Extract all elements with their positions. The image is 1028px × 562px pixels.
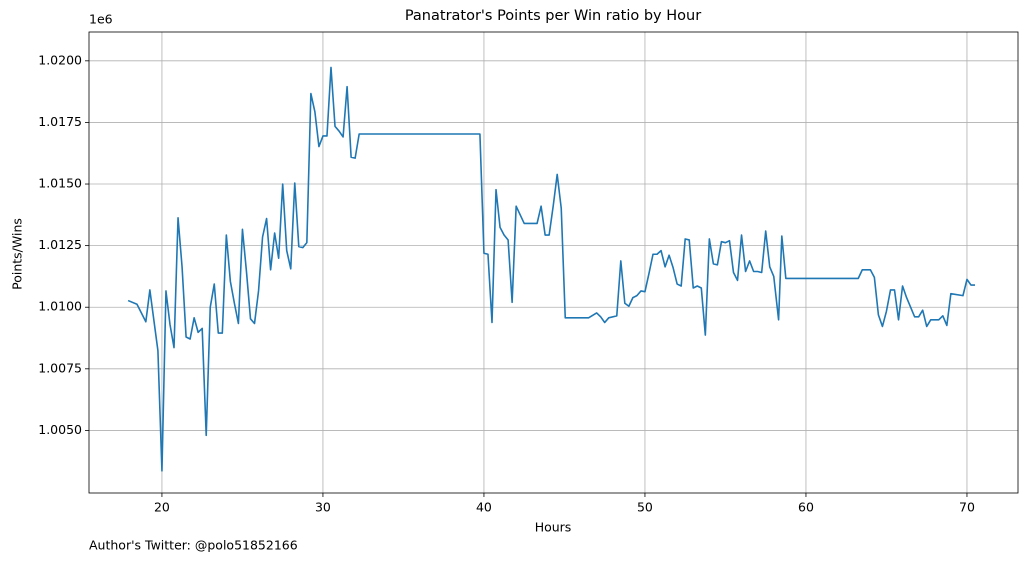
y-tick-label: 1.0050 (38, 422, 82, 437)
y-offset-label: 1e6 (89, 12, 113, 27)
x-tick-label: 30 (315, 500, 331, 515)
y-axis-label: Points/Wins (10, 218, 25, 290)
x-tick-label: 70 (959, 500, 975, 515)
x-tick-label: 40 (476, 500, 492, 515)
x-tick-label: 50 (637, 500, 653, 515)
plot-frame (88, 31, 1019, 494)
footnote: Author's Twitter: @polo51852166 (89, 538, 298, 553)
x-axis-label: Hours (535, 520, 572, 535)
x-tick-label: 60 (798, 500, 814, 515)
y-tick-label: 1.0150 (38, 176, 82, 191)
y-tick-label: 1.0125 (38, 237, 82, 252)
y-tick-label: 1.0175 (38, 114, 82, 129)
y-tick-label: 1.0100 (38, 299, 82, 314)
y-tick-label: 1.0075 (38, 360, 82, 375)
data-line (127, 66, 976, 472)
y-tick-label: 1.0200 (38, 52, 82, 67)
chart-title: Panatrator's Points per Win ratio by Hou… (405, 8, 701, 24)
x-tick-label: 20 (154, 500, 170, 515)
